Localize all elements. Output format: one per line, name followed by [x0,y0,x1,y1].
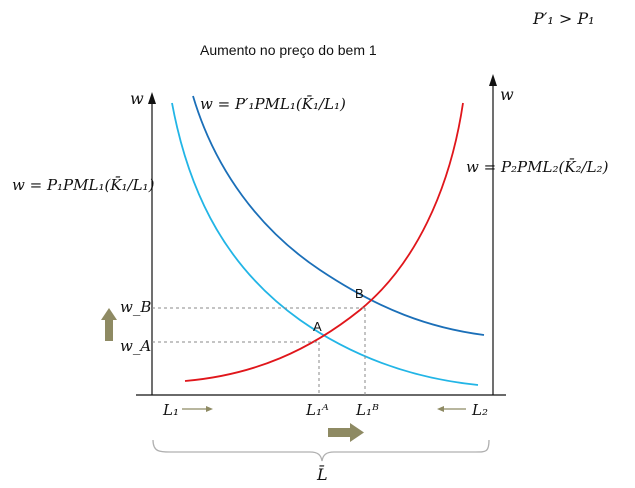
L2-label: L₂ [471,401,488,419]
price-condition: P′₁ > P₁ [532,9,595,28]
L2-direction-arrow-icon [437,406,466,412]
wB-label: w_B [120,298,151,316]
label-demand-new: w = P′₁PML₁(K̄₁/L₁) [200,95,346,113]
wA-label: w_A [120,337,151,355]
right-y-axis-label: w [500,85,514,104]
total-labor-brace [152,439,490,462]
total-labor-label: L̄ [316,463,328,484]
labor-shift-arrow-icon [328,423,364,442]
label-demand-sector2: w = P₂PML₂(K̄₂/L₂) [466,158,609,176]
demand-curve-sector2 [184,102,464,382]
L1-direction-arrow-icon [182,406,213,412]
L1A-label: L₁ᴬ [305,401,329,419]
point-B-label: B [355,286,364,301]
L1-label: L₁ [162,401,179,419]
label-demand-old: w = P₁PML₁(K̄₁/L₁) [12,176,155,194]
right-y-axis-arrowhead [489,74,497,86]
wage-increase-arrow-icon [101,308,117,341]
left-y-axis-label: w [130,89,144,108]
demand-curve-sector1-old [171,102,479,386]
left-y-axis-arrowhead [148,92,156,104]
point-A-label: A [313,319,322,334]
L1B-label: L₁ᴮ [355,401,379,419]
demand-curve-sector1-new [192,95,485,336]
diagram-title: Aumento no preço do bem 1 [200,42,377,58]
